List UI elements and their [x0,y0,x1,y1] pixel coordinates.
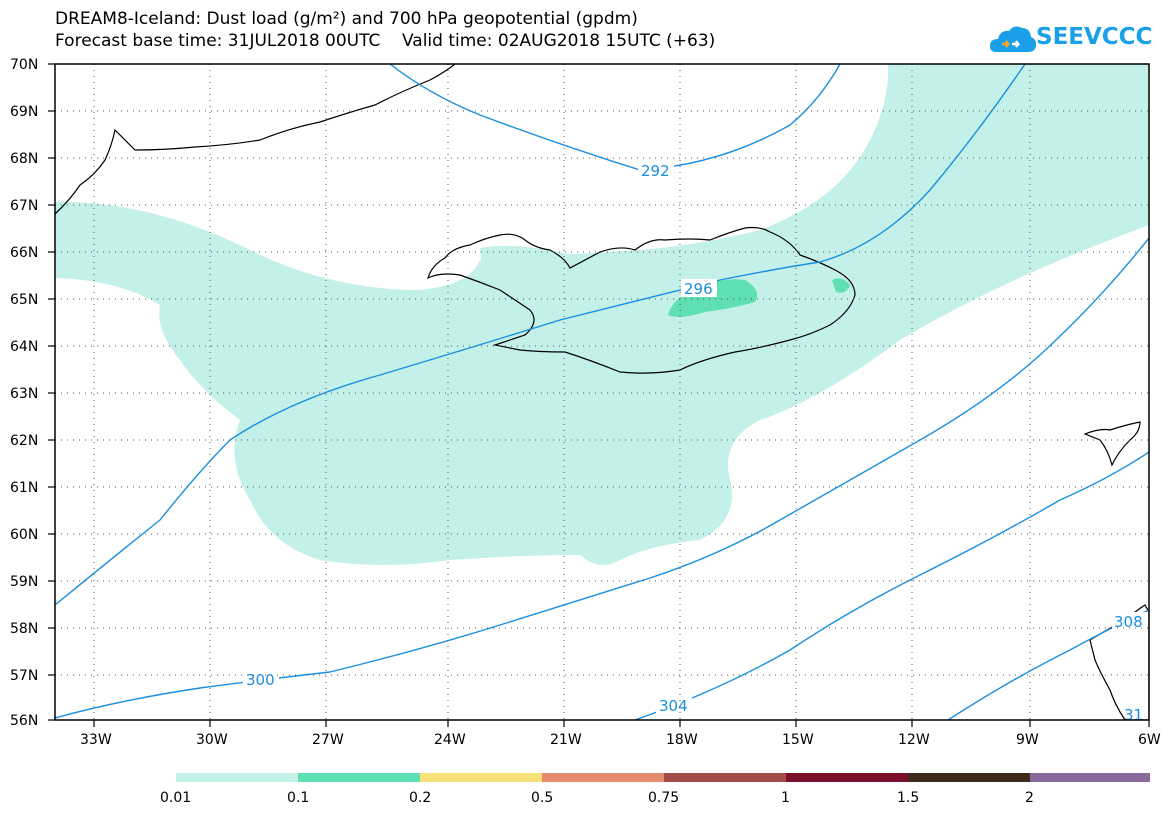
contour-labels: 292 296 300 304 308 31 [243,161,1148,724]
dust-patch-east [832,278,850,293]
lat-label: 70N [10,57,38,73]
colorbar-swatch [176,773,298,782]
lat-label: 66N [10,245,38,261]
contour-label-296: 296 [684,280,713,298]
geopotential-contours [55,64,1149,720]
colorbar-label: 1 [781,790,790,806]
lat-label: 67N [10,198,38,214]
lon-label: 27W [312,732,344,748]
contour-label-300: 300 [246,671,275,689]
latitude-labels: 70N 69N 68N 67N 66N 65N 64N 63N 62N 61N … [10,57,38,729]
coastlines [55,64,1149,720]
lon-label: 30W [196,732,228,748]
contour-label-292: 292 [641,162,670,180]
colorbar-swatch [542,773,664,782]
map-title: DREAM8-Iceland: Dust load (g/m²) and 700… [55,9,638,29]
contour-label-31x: 31 [1124,706,1143,724]
logo-text: SEEVCCC [1036,24,1153,50]
lon-label: 12W [898,732,930,748]
colorbar-swatch [420,773,542,782]
lon-label: 9W [1016,732,1039,748]
colorbar-label: 0.01 [160,790,191,806]
lon-label: 18W [666,732,698,748]
contour-label-304: 304 [659,697,688,715]
colorbar-swatch [664,773,786,782]
lon-label: 24W [434,732,466,748]
lat-label: 61N [10,480,38,496]
colorbar-swatch [298,773,420,782]
lat-label: 58N [10,621,38,637]
lon-label: 33W [80,732,112,748]
dust-patch-medium [668,279,758,317]
lon-label: 21W [550,732,582,748]
lon-label: 15W [782,732,814,748]
colorbar-label: 0.75 [648,790,679,806]
lon-label: 6W [1138,732,1161,748]
map-subtitle: Forecast base time: 31JUL2018 00UTC Vali… [55,31,716,51]
cloud-logo-icon [990,26,1037,52]
lat-label: 62N [10,433,38,449]
colorbar-label: 0.2 [409,790,431,806]
lat-label: 65N [10,292,38,308]
axis-ticks [48,63,1150,727]
map-frame [54,63,1150,721]
lat-label: 57N [10,668,38,684]
clear-area-iceland [480,231,855,354]
lat-label: 68N [10,151,38,167]
gridlines [55,64,1149,720]
colorbar-swatch [1030,773,1150,782]
colorbar-label: 0.1 [287,790,309,806]
lat-label: 69N [10,104,38,120]
colorbar-swatch [786,773,908,782]
longitude-labels: 33W 30W 27W 24W 21W 18W 15W 12W 9W 6W [80,732,1161,748]
contour-label-308: 308 [1114,613,1143,631]
lat-label: 64N [10,339,38,355]
colorbar: 0.01 0.1 0.2 0.5 0.75 1 1.5 2 [160,773,1150,806]
lat-label: 63N [10,386,38,402]
colorbar-swatch [908,773,1030,782]
colorbar-label: 0.5 [531,790,553,806]
lat-label: 60N [10,527,38,543]
colorbar-label: 1.5 [897,790,919,806]
lat-label: 59N [10,574,38,590]
colorbar-label: 2 [1025,790,1034,806]
lat-label: 56N [10,713,38,729]
